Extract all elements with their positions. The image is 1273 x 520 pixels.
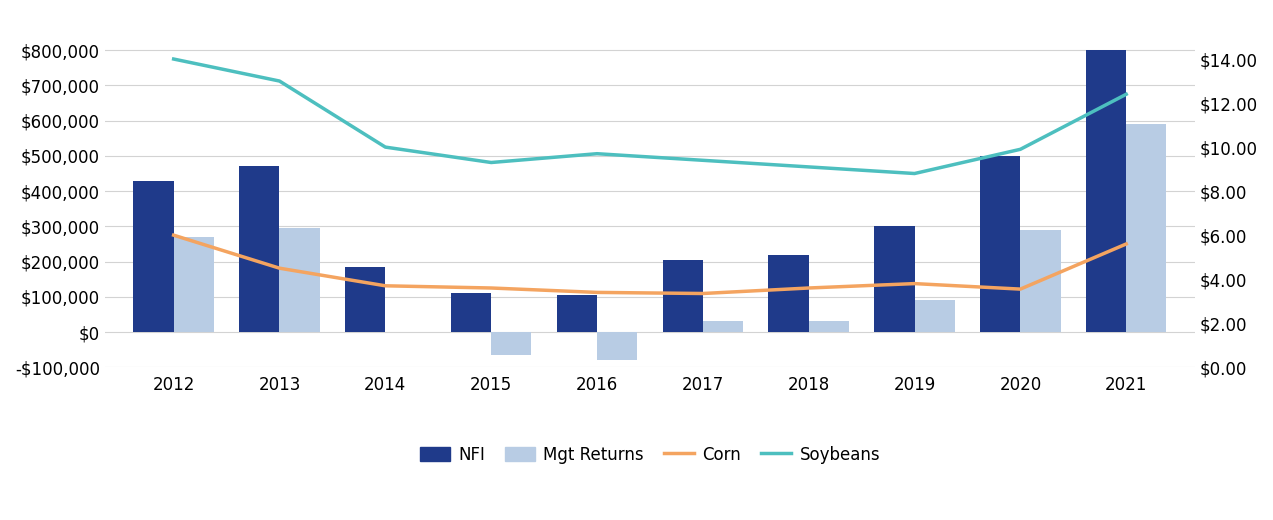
- Soybeans: [1119, 91, 1134, 97]
- Soybeans: [1013, 146, 1029, 152]
- Bar: [980, 156, 1021, 332]
- Bar: [239, 166, 280, 332]
- Bar: [1021, 230, 1060, 332]
- Bar: [451, 293, 491, 332]
- Soybeans: [272, 78, 288, 84]
- Soybeans: [484, 160, 499, 166]
- Bar: [875, 226, 914, 332]
- Soybeans: [378, 144, 393, 150]
- Soybeans: [906, 171, 922, 177]
- Bar: [914, 301, 955, 332]
- Soybeans: [165, 56, 181, 62]
- Corn: [1013, 286, 1029, 292]
- Legend: NFI, Mgt Returns, Corn, Soybeans: NFI, Mgt Returns, Corn, Soybeans: [414, 439, 887, 470]
- Corn: [378, 283, 393, 289]
- Bar: [173, 237, 214, 332]
- Bar: [597, 332, 638, 360]
- Corn: [589, 289, 605, 295]
- Corn: [1119, 241, 1134, 247]
- Corn: [272, 265, 288, 271]
- Soybeans: [589, 151, 605, 157]
- Soybeans: [801, 164, 816, 170]
- Corn: [484, 285, 499, 291]
- Corn: [695, 290, 710, 296]
- Soybeans: [695, 157, 710, 163]
- Corn: [165, 232, 181, 238]
- Bar: [1086, 50, 1127, 332]
- Bar: [663, 260, 703, 332]
- Bar: [345, 267, 386, 332]
- Bar: [491, 332, 531, 355]
- Line: Soybeans: Soybeans: [173, 59, 1127, 174]
- Bar: [703, 321, 743, 332]
- Line: Corn: Corn: [173, 235, 1127, 293]
- Bar: [134, 180, 173, 332]
- Bar: [1127, 124, 1166, 332]
- Corn: [801, 285, 816, 291]
- Corn: [906, 280, 922, 287]
- Bar: [769, 254, 808, 332]
- Bar: [808, 321, 849, 332]
- Bar: [280, 228, 320, 332]
- Bar: [556, 295, 597, 332]
